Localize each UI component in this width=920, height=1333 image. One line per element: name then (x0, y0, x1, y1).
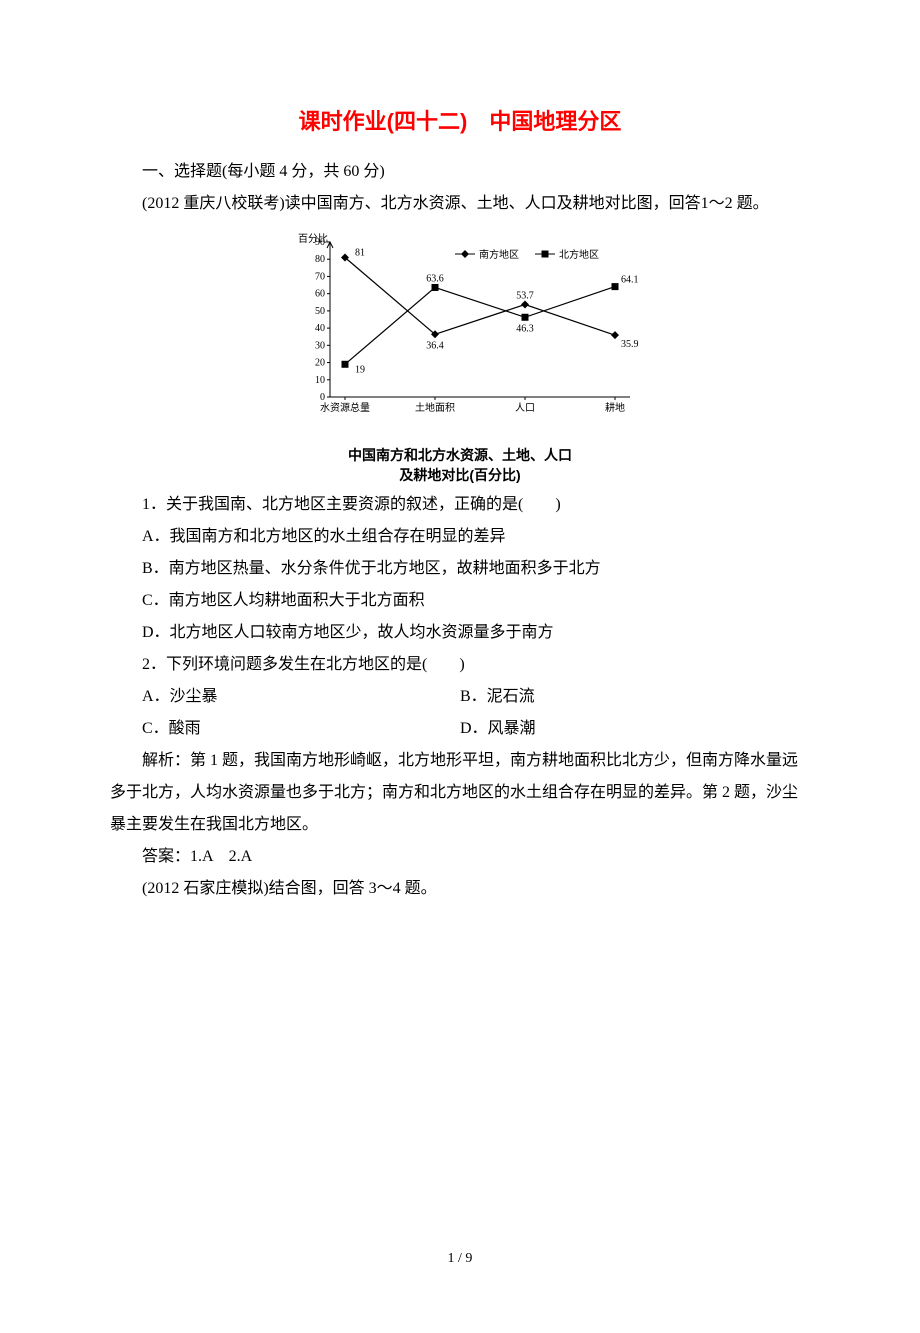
section-heading: 一、选择题(每小题 4 分，共 60 分) (110, 156, 810, 188)
page-number: 1 / 9 (110, 1245, 810, 1273)
svg-text:北方地区: 北方地区 (559, 248, 599, 261)
svg-text:53.7: 53.7 (516, 291, 534, 302)
svg-text:70: 70 (315, 271, 325, 282)
svg-text:土地面积: 土地面积 (415, 401, 455, 414)
page-title: 课时作业(四十二) 中国地理分区 (110, 100, 810, 144)
comparison-chart: 百分比0102030405060708090水资源总量土地面积人口耕地8136.… (280, 232, 640, 485)
q1-optD: D．北方地区人口较南方地区少，故人均水资源量多于南方 (110, 617, 810, 649)
svg-text:35.9: 35.9 (621, 339, 639, 350)
svg-text:36.4: 36.4 (426, 340, 444, 351)
svg-text:20: 20 (315, 358, 325, 369)
svg-text:81: 81 (355, 248, 365, 259)
svg-text:40: 40 (315, 323, 325, 334)
svg-text:90: 90 (315, 237, 325, 248)
q1-optC: C．南方地区人均耕地面积大于北方面积 (110, 585, 810, 617)
svg-text:30: 30 (315, 340, 325, 351)
answer: 答案：1.A 2.A (110, 841, 810, 873)
svg-text:耕地: 耕地 (605, 401, 625, 414)
q2-optC: C．酸雨 (110, 713, 460, 745)
svg-text:60: 60 (315, 289, 325, 300)
svg-text:19: 19 (355, 364, 365, 375)
q2-optD: D．风暴潮 (460, 713, 810, 745)
svg-text:南方地区: 南方地区 (479, 248, 519, 261)
svg-text:46.3: 46.3 (516, 323, 534, 334)
svg-text:人口: 人口 (515, 402, 535, 414)
svg-text:0: 0 (320, 392, 325, 403)
svg-text:50: 50 (315, 306, 325, 317)
svg-text:64.1: 64.1 (621, 275, 639, 286)
q2-optA: A．沙尘暴 (110, 681, 460, 713)
svg-text:水资源总量: 水资源总量 (320, 401, 370, 414)
intro-text: (2012 重庆八校联考)读中国南方、北方水资源、土地、人口及耕地对比图，回答1… (110, 188, 810, 220)
q1-optB: B．南方地区热量、水分条件优于北方地区，故耕地面积多于北方 (110, 553, 810, 585)
explanation: 解析：第 1 题，我国南方地形崎岖，北方地形平坦，南方耕地面积比北方少，但南方降… (110, 745, 810, 841)
chart-caption-1: 中国南方和北方水资源、土地、人口 (280, 446, 640, 466)
q2-optB: B．泥石流 (460, 681, 810, 713)
next-intro: (2012 石家庄模拟)结合图，回答 3～4 题。 (110, 873, 810, 905)
chart-caption-2: 及耕地对比(百分比) (280, 466, 640, 486)
q1-optA: A．我国南方和北方地区的水土组合存在明显的差异 (110, 521, 810, 553)
svg-text:80: 80 (315, 254, 325, 265)
q2-stem: 2．下列环境问题多发生在北方地区的是( ) (110, 649, 810, 681)
svg-text:10: 10 (315, 375, 325, 386)
q1-stem: 1．关于我国南、北方地区主要资源的叙述，正确的是( ) (110, 489, 810, 521)
svg-text:63.6: 63.6 (426, 273, 444, 284)
